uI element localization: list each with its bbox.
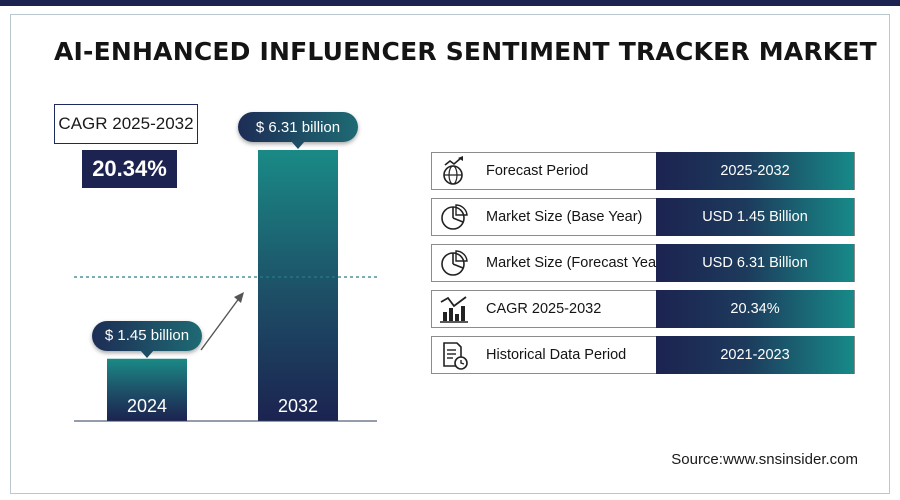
growth-arrow-head xyxy=(234,292,244,303)
info-row-2: Market Size (Base Year) USD 1.45 Billion xyxy=(431,198,855,236)
bar-2024 xyxy=(107,358,187,421)
info-row-4: CAGR 2025-2032 20.34% xyxy=(431,290,855,328)
cagr-label-box: CAGR 2025-2032 xyxy=(54,104,198,144)
info-row-value: USD 1.45 Billion xyxy=(656,198,854,236)
bar-category-label-2032: 2032 xyxy=(277,396,319,416)
info-row-value: 2025-2032 xyxy=(656,152,854,190)
info-row-value: 2021-2023 xyxy=(656,336,854,374)
globe-chart-icon xyxy=(436,156,472,186)
top-accent-bar xyxy=(0,0,900,6)
bar-category-label-2024: 2024 xyxy=(126,396,168,416)
bar-value-label-2024: $ 1.45 billion xyxy=(92,320,202,358)
info-row-1: Forecast Period 2025-2032 xyxy=(431,152,855,190)
pie-chart-icon xyxy=(436,202,472,232)
pie-chart-icon xyxy=(436,248,472,278)
bar-value-label-2032: $ 6.31 billion xyxy=(238,112,358,149)
growth-chart-icon xyxy=(436,294,472,324)
info-row-label: Market Size (Base Year) xyxy=(486,209,643,225)
info-row-label: Forecast Period xyxy=(486,163,589,179)
cagr-value-badge: 20.34% xyxy=(82,150,177,188)
info-row-label: Market Size (Forecast Year) xyxy=(486,255,666,271)
info-row-value: USD 6.31 Billion xyxy=(656,244,854,282)
report-clock-icon xyxy=(436,340,472,370)
info-row-5: Historical Data Period 2021-2023 xyxy=(431,336,855,374)
info-row-value: 20.34% xyxy=(656,290,854,328)
info-row-3: Market Size (Forecast Year) USD 6.31 Bill… xyxy=(431,244,855,282)
growth-arrow xyxy=(200,296,241,351)
source-credit: Source:www.snsinsider.com xyxy=(671,451,858,468)
bar-2032 xyxy=(258,150,338,421)
content-frame xyxy=(10,14,890,494)
page-title: AI-ENHANCED INFLUENCER SENTIMENT TRACKER… xyxy=(54,37,877,66)
info-row-label: CAGR 2025-2032 xyxy=(486,301,602,317)
info-row-label: Historical Data Period xyxy=(486,347,627,363)
